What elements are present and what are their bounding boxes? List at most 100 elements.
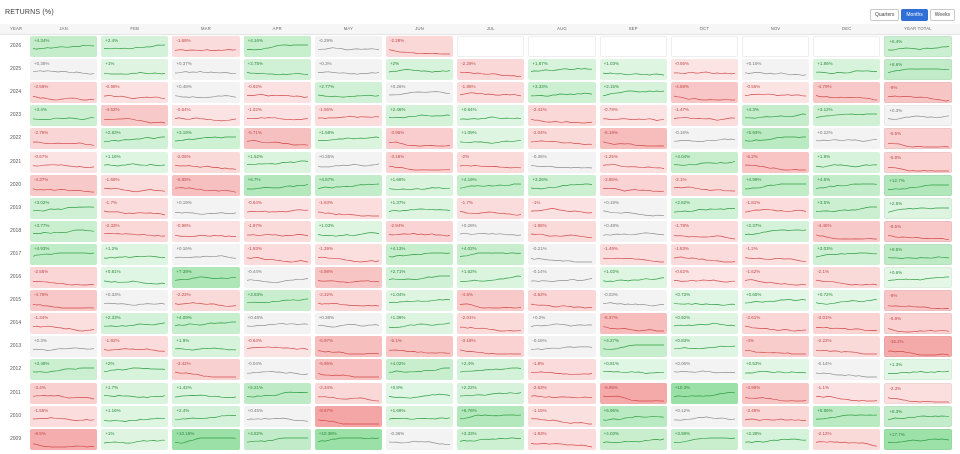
- month-return-cell[interactable]: +2.22%: [457, 382, 525, 404]
- month-return-cell[interactable]: -4.37%: [30, 174, 98, 196]
- month-return-cell[interactable]: +1.03%: [314, 220, 382, 242]
- month-return-cell[interactable]: +0.16%: [172, 243, 240, 265]
- month-return-cell[interactable]: -2.75%: [30, 128, 98, 150]
- month-return-cell[interactable]: +0.48%: [243, 313, 311, 335]
- month-return-cell[interactable]: +1%: [101, 59, 169, 81]
- month-return-cell[interactable]: -5.95%: [314, 359, 382, 381]
- month-return-cell[interactable]: +1.87%: [528, 59, 596, 81]
- month-return-cell[interactable]: +0.38%: [30, 59, 98, 81]
- month-return-cell[interactable]: +2.28%: [742, 428, 810, 450]
- month-return-cell[interactable]: -1.34%: [30, 313, 98, 335]
- month-return-cell[interactable]: +3.48%: [30, 359, 98, 381]
- month-return-cell[interactable]: -1.78%: [670, 220, 738, 242]
- month-return-cell[interactable]: +2.83%: [101, 128, 169, 150]
- month-return-cell[interactable]: -2%: [457, 151, 525, 173]
- month-return-cell[interactable]: +4.02%: [457, 243, 525, 265]
- month-return-cell[interactable]: -1.1%: [813, 382, 881, 404]
- year-total-cell[interactable]: -9%: [884, 82, 952, 104]
- month-return-cell[interactable]: -3.01%: [813, 313, 881, 335]
- month-return-cell[interactable]: -0.67%: [30, 151, 98, 173]
- month-return-cell[interactable]: +3.4%: [30, 105, 98, 127]
- month-return-cell[interactable]: -0.29%: [314, 36, 382, 57]
- month-return-cell[interactable]: -3.42%: [172, 359, 240, 381]
- month-return-cell[interactable]: -0.16%: [528, 336, 596, 358]
- month-return-cell[interactable]: -5.97%: [314, 336, 382, 358]
- month-return-cell[interactable]: +4.57%: [314, 174, 382, 196]
- month-return-cell[interactable]: +4.82%: [243, 428, 311, 450]
- month-return-cell[interactable]: +0.33%: [101, 290, 169, 312]
- month-return-cell[interactable]: -1.02%: [243, 105, 311, 127]
- month-return-cell[interactable]: -0.14%: [528, 267, 596, 288]
- month-return-cell[interactable]: -2.28%: [386, 36, 454, 57]
- month-return-cell[interactable]: +0.3%: [314, 59, 382, 81]
- month-return-cell[interactable]: +4.16%: [243, 36, 311, 57]
- month-return-cell[interactable]: +2.37%: [742, 220, 810, 242]
- month-return-cell[interactable]: -2.22%: [813, 336, 881, 358]
- year-total-cell[interactable]: +17.7%: [884, 428, 952, 450]
- month-return-cell[interactable]: -1.47%: [670, 105, 738, 127]
- month-return-cell[interactable]: -4.79%: [813, 82, 881, 104]
- month-return-cell[interactable]: -2.49%: [742, 405, 810, 427]
- month-return-cell[interactable]: +0.81%: [101, 267, 169, 288]
- month-return-cell[interactable]: +4.19%: [457, 174, 525, 196]
- month-return-cell[interactable]: -1.68%: [101, 174, 169, 196]
- month-return-cell[interactable]: +5.21%: [243, 382, 311, 404]
- month-return-cell[interactable]: +4.02%: [386, 359, 454, 381]
- month-return-cell[interactable]: -4.76%: [30, 290, 98, 312]
- month-return-cell[interactable]: -2.62%: [528, 290, 596, 312]
- month-return-cell[interactable]: +1.37%: [386, 197, 454, 219]
- month-return-cell[interactable]: -6.19%: [599, 128, 667, 150]
- month-return-cell[interactable]: +2%: [101, 359, 169, 381]
- month-return-cell[interactable]: -1.83%: [670, 243, 738, 265]
- month-return-cell[interactable]: +0.06%: [670, 359, 738, 381]
- month-return-cell[interactable]: -2.04%: [528, 128, 596, 150]
- month-return-cell[interactable]: +0.22%: [813, 128, 881, 150]
- month-return-cell[interactable]: +2.15%: [599, 82, 667, 104]
- month-return-cell[interactable]: -2.61%: [742, 313, 810, 335]
- month-return-cell[interactable]: -2.12%: [813, 428, 881, 450]
- month-return-cell[interactable]: +3.12%: [813, 105, 881, 127]
- month-return-cell[interactable]: +4.09%: [172, 313, 240, 335]
- year-total-cell[interactable]: +8.6%: [884, 59, 952, 81]
- month-return-cell[interactable]: -1.68%: [172, 36, 240, 57]
- month-return-cell[interactable]: -1.63%: [314, 197, 382, 219]
- month-return-cell[interactable]: +2.4%: [172, 405, 240, 427]
- year-total-cell[interactable]: +1.3%: [884, 359, 952, 381]
- month-return-cell[interactable]: -0.64%: [172, 105, 240, 127]
- month-return-cell[interactable]: -1.95%: [528, 220, 596, 242]
- month-return-cell[interactable]: +10.3%: [670, 382, 738, 404]
- year-total-cell[interactable]: -8.5%: [884, 220, 952, 242]
- year-total-cell[interactable]: +2.5%: [884, 197, 952, 219]
- month-return-cell[interactable]: -2.29%: [457, 59, 525, 81]
- month-return-cell[interactable]: +3.77%: [30, 220, 98, 242]
- year-total-cell[interactable]: +6.4%: [884, 36, 952, 57]
- month-return-cell[interactable]: -0.16%: [670, 128, 738, 150]
- month-return-cell[interactable]: -0.64%: [243, 336, 311, 358]
- month-return-cell[interactable]: -0.36%: [386, 428, 454, 450]
- month-return-cell[interactable]: -3.4%: [30, 382, 98, 404]
- month-return-cell[interactable]: +0.48%: [599, 220, 667, 242]
- month-return-cell[interactable]: +0.53%: [742, 359, 810, 381]
- month-return-cell[interactable]: +1.7%: [101, 382, 169, 404]
- month-return-cell[interactable]: +0.8%: [386, 382, 454, 404]
- month-return-cell[interactable]: +0.2%: [528, 313, 596, 335]
- month-return-cell[interactable]: +4.93%: [30, 243, 98, 265]
- month-return-cell[interactable]: -0.56%: [670, 59, 738, 81]
- month-return-cell[interactable]: -0.04%: [243, 359, 311, 381]
- month-return-cell[interactable]: +2.4%: [101, 36, 169, 57]
- month-return-cell[interactable]: +0.3%: [30, 336, 98, 358]
- month-return-cell[interactable]: -4.98%: [314, 267, 382, 288]
- month-return-cell[interactable]: +4.13%: [386, 243, 454, 265]
- month-return-cell[interactable]: -2.94%: [386, 220, 454, 242]
- month-return-cell[interactable]: +3.99%: [670, 428, 738, 450]
- month-return-cell[interactable]: -2.32%: [314, 290, 382, 312]
- quarters-toggle-button[interactable]: Quarters: [869, 9, 900, 21]
- month-return-cell[interactable]: -1.8%: [528, 359, 596, 381]
- year-total-cell[interactable]: -5.8%: [884, 151, 952, 173]
- month-return-cell[interactable]: +0.92%: [670, 313, 738, 335]
- month-return-cell[interactable]: +4.04%: [670, 151, 738, 173]
- month-return-cell[interactable]: -1.56%: [30, 405, 98, 427]
- month-return-cell[interactable]: +0.84%: [457, 105, 525, 127]
- month-return-cell[interactable]: +0.28%: [457, 220, 525, 242]
- month-return-cell[interactable]: +0.65%: [742, 290, 810, 312]
